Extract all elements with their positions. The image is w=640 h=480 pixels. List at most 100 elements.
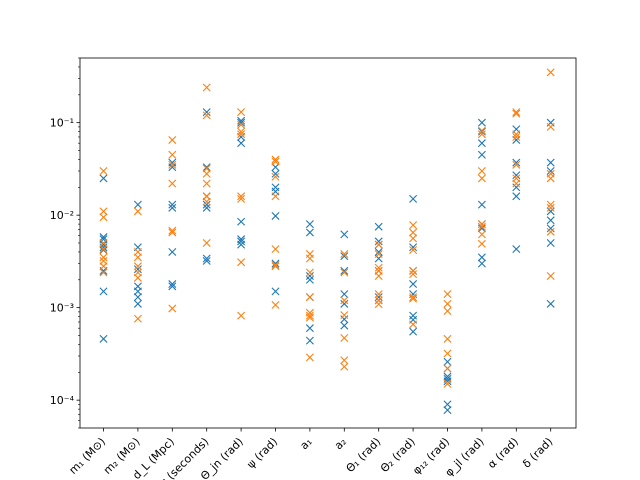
data-point (512, 179, 521, 188)
data-point (443, 349, 452, 358)
plot-area-frame (79, 57, 577, 429)
data-point (133, 200, 142, 209)
data-point (512, 109, 521, 118)
data-point (271, 211, 280, 220)
data-point (168, 135, 177, 144)
data-point (477, 139, 486, 148)
data-point (340, 299, 349, 308)
data-point (409, 194, 418, 203)
data-point (99, 174, 108, 183)
data-point (202, 197, 211, 206)
data-point (443, 334, 452, 343)
data-point (477, 200, 486, 209)
data-point (512, 171, 521, 180)
data-point (305, 353, 314, 362)
data-point (202, 163, 211, 172)
data-point (99, 233, 108, 242)
data-point (340, 362, 349, 371)
data-point (477, 150, 486, 159)
data-point (512, 132, 521, 141)
data-point (99, 167, 108, 176)
data-point (237, 240, 246, 249)
data-point (202, 200, 211, 209)
data-point (340, 311, 349, 320)
data-point (477, 174, 486, 183)
data-point (512, 245, 521, 254)
data-point (305, 311, 314, 320)
data-point (477, 220, 486, 229)
data-point (374, 247, 383, 256)
data-point (409, 234, 418, 243)
data-point (168, 282, 177, 291)
data-point (409, 221, 418, 230)
data-point (409, 270, 418, 279)
data-point (546, 167, 555, 176)
data-point (237, 130, 246, 139)
data-point (512, 158, 521, 167)
data-point (168, 160, 177, 169)
data-point (271, 155, 280, 164)
data-point (409, 294, 418, 303)
data-point (546, 216, 555, 225)
data-point (202, 254, 211, 263)
data-point (271, 262, 280, 271)
data-point (99, 262, 108, 271)
data-point (202, 179, 211, 188)
data-point (168, 226, 177, 235)
data-point (99, 287, 108, 296)
data-point (477, 239, 486, 248)
data-point (237, 127, 246, 136)
data-point (374, 296, 383, 305)
data-point (340, 321, 349, 330)
data-point (168, 179, 177, 188)
data-point (374, 290, 383, 299)
data-point (168, 228, 177, 237)
data-point (237, 120, 246, 129)
y-axis: 10⁻⁴ 10⁻³ 10⁻² 10⁻¹ (50, 57, 80, 429)
data-point (340, 230, 349, 239)
data-point (409, 293, 418, 302)
data-point (271, 287, 280, 296)
data-point (133, 314, 142, 323)
data-point (477, 130, 486, 139)
data-point (477, 259, 486, 268)
data-point (443, 400, 452, 409)
data-point (340, 290, 349, 299)
data-point (443, 307, 452, 315)
data-point (512, 135, 521, 144)
data-point (340, 333, 349, 342)
data-point (271, 163, 280, 172)
data-point (168, 200, 177, 209)
data-point (546, 122, 555, 131)
data-point (202, 203, 211, 212)
data-point (168, 247, 177, 256)
data-point (305, 228, 314, 237)
data-point (477, 126, 486, 135)
data-point (374, 237, 383, 246)
data-point (237, 237, 246, 246)
data-point (305, 220, 314, 229)
data-point (271, 172, 280, 181)
data-point (202, 108, 211, 117)
data-point (237, 118, 246, 127)
data-point (271, 259, 280, 268)
data-point (133, 253, 142, 262)
data-point (271, 192, 280, 201)
data-point (202, 256, 211, 265)
data-point (202, 239, 211, 247)
data-point (271, 157, 280, 166)
data-point (409, 246, 418, 254)
data-point (546, 203, 555, 212)
data-point (99, 213, 108, 222)
data-point (305, 324, 314, 333)
data-point (305, 268, 314, 277)
data-point (512, 160, 521, 169)
data-point (546, 68, 555, 77)
data-point (168, 163, 177, 172)
data-point (443, 290, 452, 299)
data-point (374, 293, 383, 302)
data-point (477, 118, 486, 127)
data-point (443, 357, 452, 366)
data-point (477, 222, 486, 231)
